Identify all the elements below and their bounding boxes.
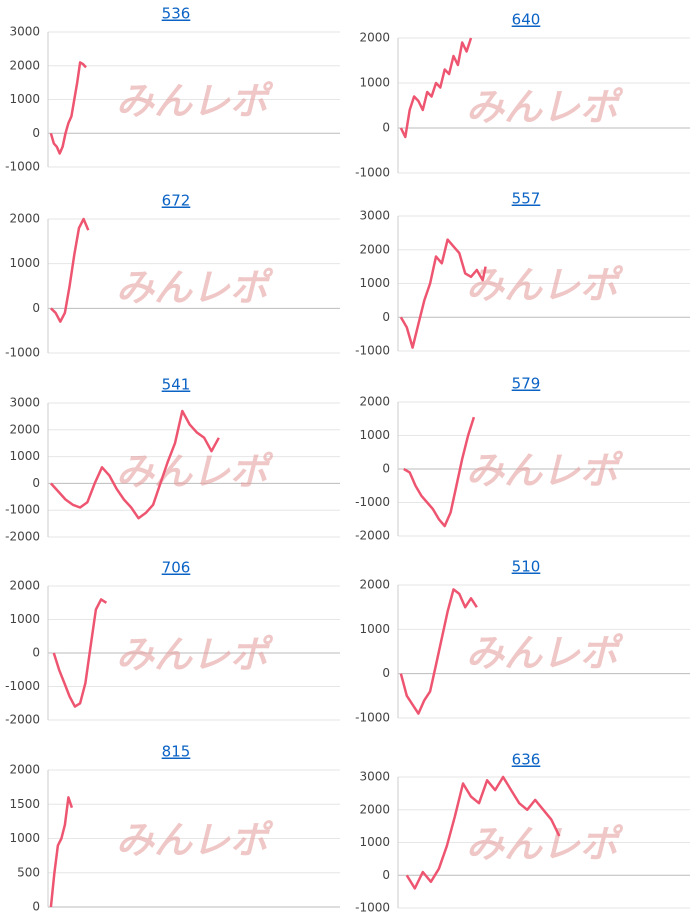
chart-title[interactable]: 815 <box>162 743 191 761</box>
y-tick-label: -1000 <box>5 160 40 174</box>
y-tick-label: 1500 <box>9 797 40 811</box>
y-tick-label: 0 <box>382 121 390 135</box>
y-tick-label: 3000 <box>9 396 40 410</box>
watermark: みんレポ <box>116 633 274 677</box>
y-tick-label: 1000 <box>9 612 40 626</box>
data-line <box>50 217 90 323</box>
y-tick-label: -1000 <box>5 346 40 360</box>
watermark: みんレポ <box>466 263 624 307</box>
chart-title[interactable]: 536 <box>162 5 191 23</box>
y-tick-label: 2000 <box>9 763 40 777</box>
watermark: みんレポ <box>466 631 624 675</box>
watermark: みんレポ <box>116 818 274 862</box>
y-tick-label: 3000 <box>359 209 390 223</box>
data-line <box>403 416 476 528</box>
y-tick-label: -1000 <box>355 901 390 915</box>
chart-title[interactable]: 640 <box>512 11 541 29</box>
y-tick-label: -1000 <box>355 495 390 509</box>
chart-title[interactable]: 541 <box>162 376 191 394</box>
y-tick-label: 0 <box>32 301 40 315</box>
y-tick-label: 1000 <box>359 428 390 442</box>
y-tick-label: 3000 <box>9 25 40 39</box>
watermark: みんレポ <box>466 822 624 866</box>
y-tick-label: 2000 <box>359 31 390 45</box>
y-tick-label: -2000 <box>5 530 40 544</box>
y-tick-label: 1000 <box>359 835 390 849</box>
y-tick-label: 2000 <box>9 579 40 593</box>
y-tick-label: -1000 <box>355 166 390 180</box>
y-tick-label: -1000 <box>5 679 40 693</box>
y-tick-label: 0 <box>382 868 390 882</box>
y-tick-label: 3000 <box>359 770 390 784</box>
chart-title[interactable]: 510 <box>512 558 541 576</box>
y-tick-label: -2000 <box>5 713 40 727</box>
y-tick-label: 1000 <box>9 449 40 463</box>
y-tick-label: 1000 <box>359 276 390 290</box>
data-line <box>399 37 473 139</box>
y-tick-label: 1000 <box>359 622 390 636</box>
y-tick-label: 0 <box>382 462 390 476</box>
data-line <box>399 588 478 715</box>
data-line <box>49 409 220 520</box>
y-tick-label: -1000 <box>355 711 390 725</box>
y-tick-label: -1000 <box>355 344 390 358</box>
chart-title[interactable]: 579 <box>512 375 541 393</box>
y-tick-label: 2000 <box>359 242 390 256</box>
y-tick-label: 2000 <box>359 802 390 816</box>
y-tick-label: 1000 <box>9 92 40 106</box>
y-tick-label: 1000 <box>359 76 390 90</box>
y-tick-label: 1000 <box>9 256 40 270</box>
y-tick-label: 0 <box>382 666 390 680</box>
y-tick-label: 0 <box>32 646 40 660</box>
data-line <box>405 775 561 890</box>
data-line <box>399 238 487 349</box>
watermark: みんレポ <box>116 79 274 123</box>
data-line <box>52 598 108 708</box>
watermark: みんレポ <box>116 266 274 310</box>
y-tick-label: 2000 <box>359 395 390 409</box>
data-line <box>49 61 87 155</box>
chart-title[interactable]: 636 <box>512 751 541 769</box>
y-tick-label: 0 <box>32 126 40 140</box>
chart-title[interactable]: 706 <box>162 559 191 577</box>
data-line <box>49 796 74 908</box>
y-tick-label: 0 <box>32 476 40 490</box>
watermark: みんレポ <box>466 449 624 493</box>
y-tick-label: 2000 <box>9 212 40 226</box>
y-tick-label: -1000 <box>5 503 40 517</box>
chart-title[interactable]: 672 <box>162 192 191 210</box>
watermark: みんレポ <box>466 85 624 129</box>
y-tick-label: 2000 <box>359 578 390 592</box>
y-tick-label: 0 <box>382 310 390 324</box>
y-tick-label: 500 <box>17 865 40 879</box>
y-tick-label: 2000 <box>9 422 40 436</box>
y-tick-label: -2000 <box>355 529 390 543</box>
y-tick-label: 0 <box>32 900 40 914</box>
y-tick-label: 1000 <box>9 831 40 845</box>
watermark: みんレポ <box>116 450 274 494</box>
chart-title[interactable]: 557 <box>512 190 541 208</box>
y-tick-label: 2000 <box>9 58 40 72</box>
